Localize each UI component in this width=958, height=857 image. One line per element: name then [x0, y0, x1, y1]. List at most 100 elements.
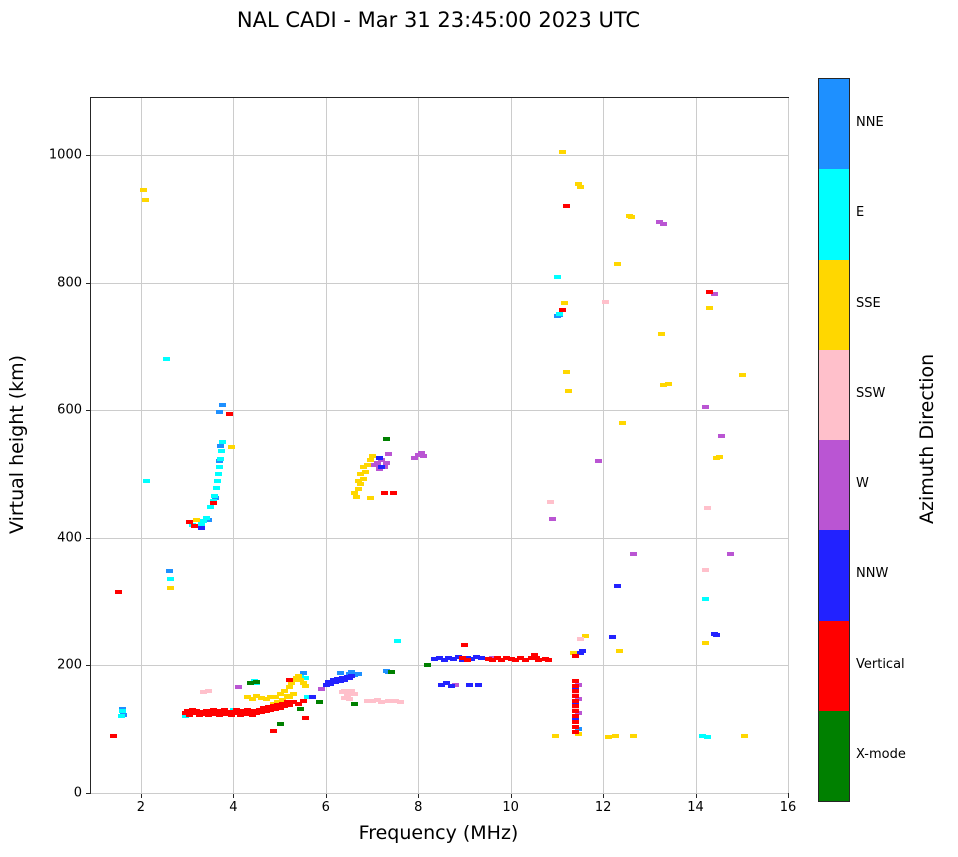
- scatter-point-w: [410, 456, 418, 461]
- scatter-point-w: [711, 291, 719, 296]
- scatter-point-vertical: [572, 709, 580, 714]
- scatter-point-sse: [262, 697, 270, 702]
- scatter-point-ssw: [385, 698, 393, 703]
- x-tick-mark: [325, 793, 327, 798]
- y-tick-label: 800: [57, 275, 82, 291]
- scatter-point-nnw: [308, 695, 316, 700]
- scatter-point-w: [373, 460, 381, 465]
- scatter-point-nnw: [336, 678, 344, 683]
- scatter-point-e: [202, 516, 210, 521]
- colorbar-label-w: W: [856, 476, 869, 492]
- y-gridline: [91, 793, 788, 794]
- scatter-point-nne: [299, 671, 307, 676]
- scatter-point-sse: [244, 695, 252, 700]
- scatter-point-vertical: [285, 677, 293, 682]
- scatter-point-sse: [570, 650, 578, 655]
- scatter-point-ssw: [602, 300, 610, 305]
- scatter-point-nnw: [327, 681, 335, 686]
- scatter-point-nnw: [348, 673, 356, 678]
- scatter-point-sse: [366, 496, 374, 501]
- scatter-point-w: [660, 221, 668, 226]
- y-axis-label: Virtual height (km): [6, 354, 28, 535]
- scatter-point-e: [142, 478, 150, 483]
- scatter-point-ssw: [200, 690, 208, 695]
- scatter-point-vertical: [516, 656, 524, 661]
- scatter-point-ssw: [364, 698, 372, 703]
- scatter-point-w: [489, 655, 497, 660]
- y-tick-label: 0: [73, 785, 82, 801]
- scatter-point-sse: [281, 688, 289, 693]
- scatter-point-sse: [355, 487, 363, 492]
- scatter-point-sse: [627, 215, 635, 220]
- scatter-point-e: [198, 521, 205, 526]
- x-gridline: [603, 98, 605, 793]
- scatter-point-ssw: [572, 691, 580, 696]
- scatter-point-nnw: [438, 682, 446, 687]
- scatter-point-sse: [299, 681, 307, 686]
- x-gridline: [140, 98, 142, 793]
- scatter-point-vertical: [484, 657, 492, 662]
- scatter-point-sse: [560, 301, 568, 306]
- y-tick-label: 600: [57, 402, 82, 418]
- scatter-point-vertical: [258, 710, 266, 715]
- scatter-point-sse: [369, 454, 377, 459]
- scatter-point-sse: [166, 585, 174, 590]
- scatter-point-sse: [706, 306, 714, 311]
- scatter-point-sse: [657, 331, 665, 336]
- scatter-point-vertical: [214, 709, 222, 714]
- scatter-point-sse: [193, 518, 201, 523]
- scatter-point-ssw: [373, 697, 381, 702]
- scatter-point-vertical: [241, 711, 249, 716]
- scatter-point-ssw: [378, 699, 386, 704]
- scatter-point-sse: [355, 478, 363, 483]
- x-gridline: [418, 98, 420, 793]
- scatter-point-vertical: [232, 708, 240, 713]
- x-gridline: [788, 98, 789, 793]
- scatter-point-sse: [274, 699, 282, 704]
- scatter-point-sse: [140, 188, 148, 193]
- colorbar-segment-vertical: [819, 620, 849, 711]
- colorbar-category-labels: NNE E SSE SSW W NNW Vertical X-mode: [856, 78, 928, 800]
- scatter-point-sse: [278, 697, 286, 702]
- scatter-point-vertical: [281, 704, 289, 709]
- y-gridline: [91, 410, 788, 412]
- scatter-point-sse: [613, 261, 621, 266]
- scatter-point-vertical: [237, 713, 245, 718]
- scatter-point-ssw: [396, 699, 404, 704]
- scatter-point-vertical: [186, 520, 194, 524]
- scatter-point-nnw: [375, 456, 383, 461]
- scatter-point-nne: [118, 706, 126, 711]
- scatter-point-w: [701, 405, 709, 410]
- scatter-point-e: [207, 505, 215, 510]
- scatter-point-vertical: [269, 729, 277, 734]
- scatter-point-nnw: [445, 655, 453, 660]
- scatter-point-x-mode: [297, 706, 305, 711]
- scatter-point-sse: [297, 677, 305, 682]
- scatter-point-e: [701, 596, 709, 601]
- y-tick-mark: [86, 537, 91, 539]
- y-tick-label: 200: [57, 657, 82, 673]
- scatter-point-sse: [664, 381, 672, 386]
- scatter-point-sse: [248, 696, 256, 701]
- scatter-point-vertical: [459, 655, 467, 660]
- colorbar-label-x-mode: X-mode: [856, 746, 906, 762]
- scatter-point-w: [382, 460, 390, 465]
- scatter-point-x-mode: [387, 669, 395, 674]
- scatter-point-e: [217, 456, 225, 461]
- scatter-point-vertical: [239, 709, 247, 714]
- x-tick-mark: [510, 793, 512, 798]
- scatter-point-e: [212, 486, 220, 491]
- scatter-point-nnw: [477, 656, 485, 661]
- scatter-point-vertical: [489, 658, 497, 663]
- scatter-point-nne: [165, 569, 173, 574]
- scatter-point-ssw: [701, 567, 709, 572]
- scatter-point-sse: [630, 733, 638, 738]
- scatter-point-e: [556, 311, 564, 316]
- y-gridline: [91, 282, 788, 284]
- scatter-point-e: [163, 357, 171, 362]
- scatter-point-sse: [565, 389, 573, 394]
- scatter-point-sse: [285, 684, 293, 689]
- scatter-point-e: [166, 577, 174, 582]
- scatter-point-nnw: [713, 632, 721, 637]
- scatter-point-e: [119, 709, 127, 714]
